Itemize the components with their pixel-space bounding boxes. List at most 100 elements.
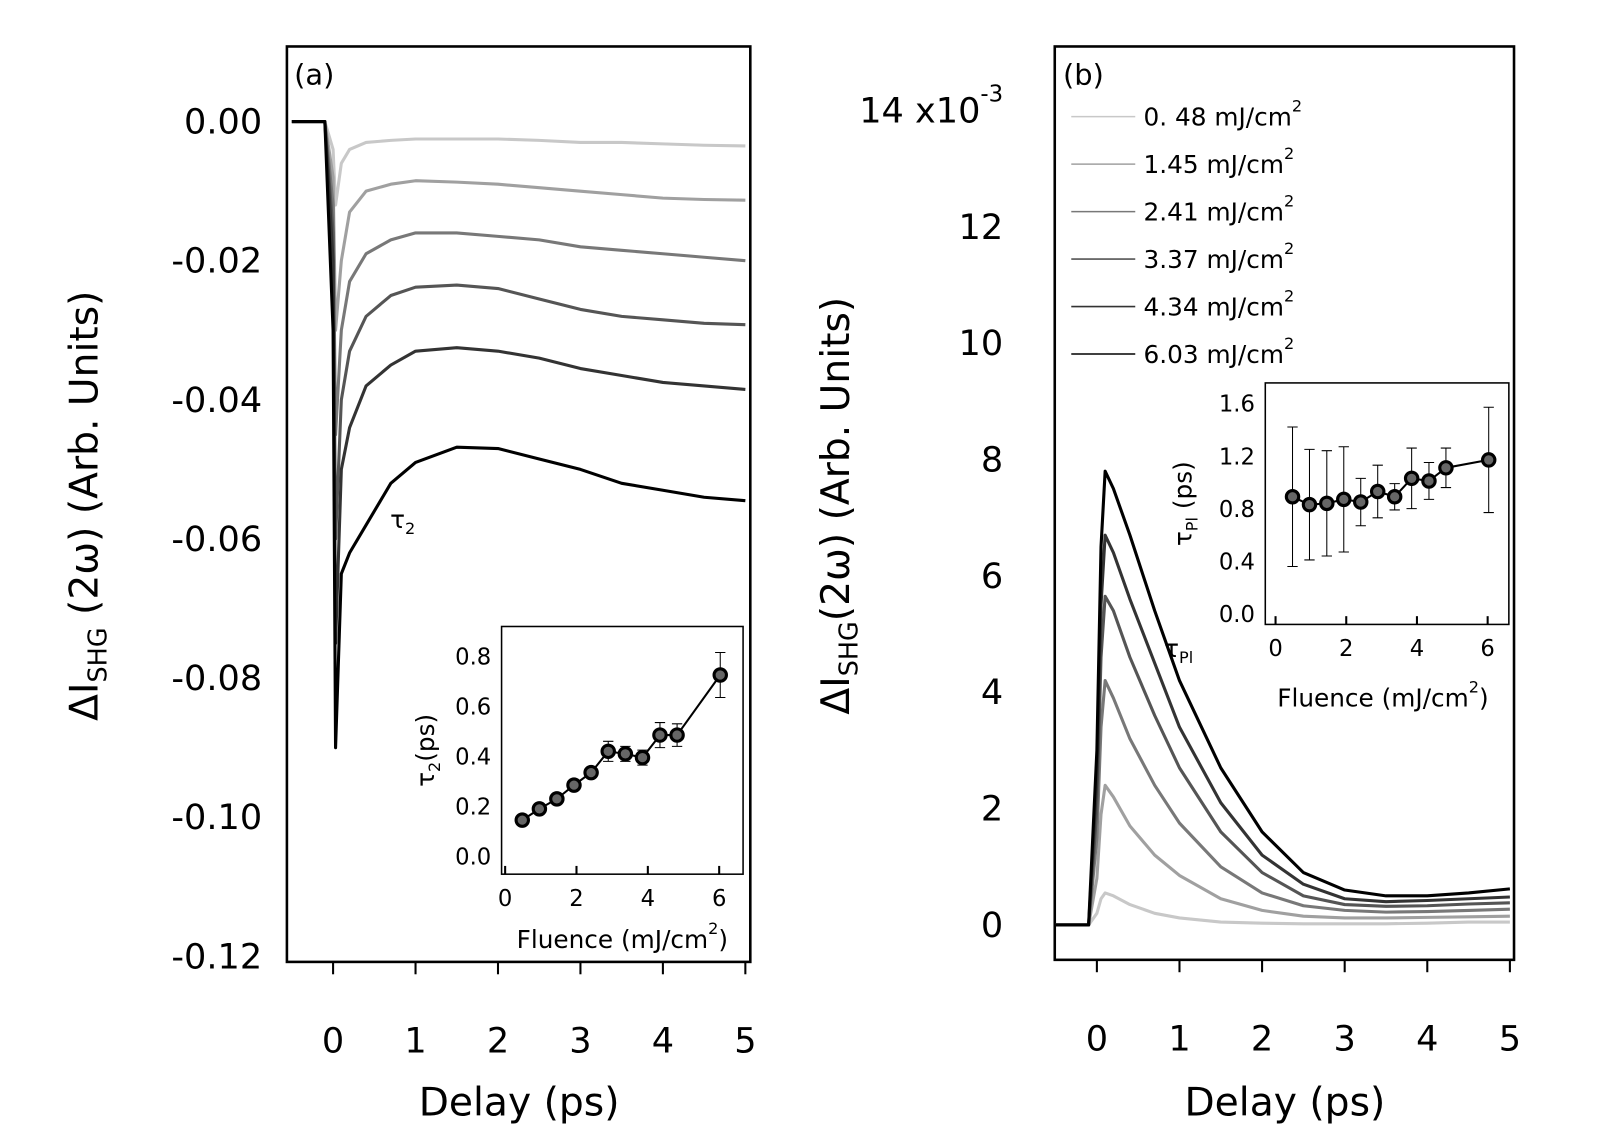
y-tick-label: 8	[981, 439, 1003, 480]
marker	[549, 791, 565, 807]
y-tick-label-part: -0.08	[171, 658, 262, 699]
marker	[1386, 489, 1403, 505]
y-tick-label-part: 0.6	[455, 695, 491, 721]
x-tick-label: 6	[1480, 636, 1494, 662]
legend-label: 1.45 mJ/cm2	[1144, 143, 1295, 178]
x-axis-label-part: )	[718, 925, 728, 954]
legend-label: 4.34 mJ/cm2	[1144, 286, 1295, 321]
y-tick-label-part: 0.0	[1219, 602, 1255, 628]
y-tick-label-part: 0.8	[1219, 497, 1255, 523]
y-axis-label-part: (ps)	[411, 714, 440, 762]
y-tick-label: 1.6	[1219, 392, 1255, 418]
x-axis-label-part: Delay (ps)	[1185, 1080, 1386, 1125]
marker	[531, 801, 548, 817]
x-tick-label-part: 5	[1499, 1018, 1521, 1059]
x-tick-label: 5	[1499, 1018, 1521, 1059]
marker	[514, 812, 531, 828]
legend-label-part: 2	[1292, 96, 1302, 115]
y-tick-label: 4	[981, 672, 1003, 713]
x-tick-label-part: 5	[734, 1020, 756, 1061]
x-tick-label: 5	[734, 1020, 756, 1061]
y-tick-label-part: -0.06	[171, 518, 262, 559]
y-tick-label: 0.6	[455, 695, 491, 721]
y-tick-label-part: -0.02	[171, 240, 262, 281]
data-line	[1055, 783, 1510, 927]
legend-label-part: 1.45 mJ/cm	[1144, 150, 1284, 179]
y-axis-label-part: (ps)	[1168, 461, 1197, 517]
y-tick-label: 1.2	[1219, 444, 1255, 470]
x-tick-label-part: 2	[569, 886, 583, 912]
y-tick-label: 0.2	[455, 795, 491, 821]
annotation-part: Pl	[1179, 647, 1193, 666]
y-tick-label-part: -0.10	[171, 797, 262, 838]
y-axis-label: ΔISHG(2ω) (Arb. Units)	[813, 297, 864, 715]
y-tick-label-part: -0.12	[171, 936, 262, 977]
x-tick-label-part: 2	[487, 1020, 509, 1061]
panel-label: (b)	[1063, 57, 1104, 91]
x-tick-label: 1	[404, 1020, 426, 1061]
y-tick-label: 0.4	[455, 745, 491, 771]
marker	[600, 743, 616, 760]
x-tick-label: 6	[712, 886, 726, 912]
annotation-part: τ	[390, 505, 405, 534]
x-tick-label: 4	[641, 886, 655, 912]
y-tick-label-part: 8	[981, 439, 1003, 480]
marker	[1480, 452, 1497, 468]
y-tick-label-part: 0.00	[184, 101, 262, 142]
marker	[712, 667, 728, 683]
y-tick-label: 2	[981, 788, 1003, 829]
data-line	[1055, 891, 1510, 927]
x-tick-label-part: 1	[404, 1020, 426, 1061]
y-tick-label: 10	[959, 323, 1004, 364]
legend-label: 6.03 mJ/cm2	[1144, 333, 1295, 368]
marker	[1421, 473, 1437, 489]
legend-label-part: 3.37 mJ/cm	[1144, 245, 1284, 274]
marker	[1438, 460, 1454, 476]
y-axis-label: ΔISHG (2ω) (Arb. Units)	[62, 291, 113, 721]
x-tick-label: 0	[1086, 1018, 1108, 1059]
legend-label-part: 2	[1284, 238, 1294, 257]
y-axis-label-part: Pl	[1182, 517, 1201, 531]
y-axis-label-part: τ	[411, 772, 440, 787]
marker	[669, 727, 685, 743]
x-tick-label-part: 1	[1168, 1018, 1190, 1059]
x-tick-label: 4	[1410, 636, 1424, 662]
y-tick-label-part: -3	[980, 82, 1003, 108]
marker	[634, 749, 651, 766]
x-tick-label: 2	[1339, 636, 1353, 662]
marker	[652, 727, 668, 743]
panel-label: (a)	[294, 57, 334, 91]
y-tick-label-part: 0.4	[1219, 550, 1255, 576]
y-tick-label-part: 0.2	[455, 795, 491, 821]
panel-label-part: (a)	[294, 57, 334, 91]
legend-label-part: 6.03 mJ/cm	[1144, 340, 1284, 369]
marker	[1369, 483, 1386, 500]
y-tick-label-part: 1.2	[1219, 444, 1255, 470]
x-tick-label: 1	[1168, 1018, 1190, 1059]
legend-label-part: 2	[1284, 191, 1294, 210]
marker	[617, 746, 634, 762]
x-tick-label-part: 4	[1410, 636, 1424, 662]
x-tick-label-part: 3	[1334, 1018, 1356, 1059]
y-tick-label-part: 0.8	[455, 645, 491, 671]
x-axis-label-part: Fluence (mJ/cm	[517, 925, 709, 954]
x-tick-label-part: 4	[652, 1020, 674, 1061]
y-axis-label-part: SHG	[835, 621, 865, 676]
marker	[1301, 496, 1318, 513]
x-axis-label-part: Fluence (mJ/cm	[1277, 683, 1469, 712]
y-tick-label-part: 6	[981, 555, 1003, 596]
x-tick-label: 0	[1268, 636, 1282, 662]
x-tick-label: 0	[322, 1020, 344, 1061]
x-tick-label: 2	[487, 1020, 509, 1061]
legend-label-part: 2.41 mJ/cm	[1144, 197, 1284, 226]
x-tick-label: 3	[1334, 1018, 1356, 1059]
legend-label-part: 0. 48 mJ/cm	[1144, 102, 1292, 131]
y-tick-label-part: 0	[981, 904, 1003, 945]
y-tick-label-part: 10	[959, 323, 1004, 364]
marker	[583, 764, 599, 781]
x-tick-label: 2	[1251, 1018, 1273, 1059]
x-tick-label-part: 6	[712, 886, 726, 912]
y-axis-label-part: τ	[1168, 531, 1197, 546]
x-axis-label-part: 2	[1469, 677, 1479, 696]
